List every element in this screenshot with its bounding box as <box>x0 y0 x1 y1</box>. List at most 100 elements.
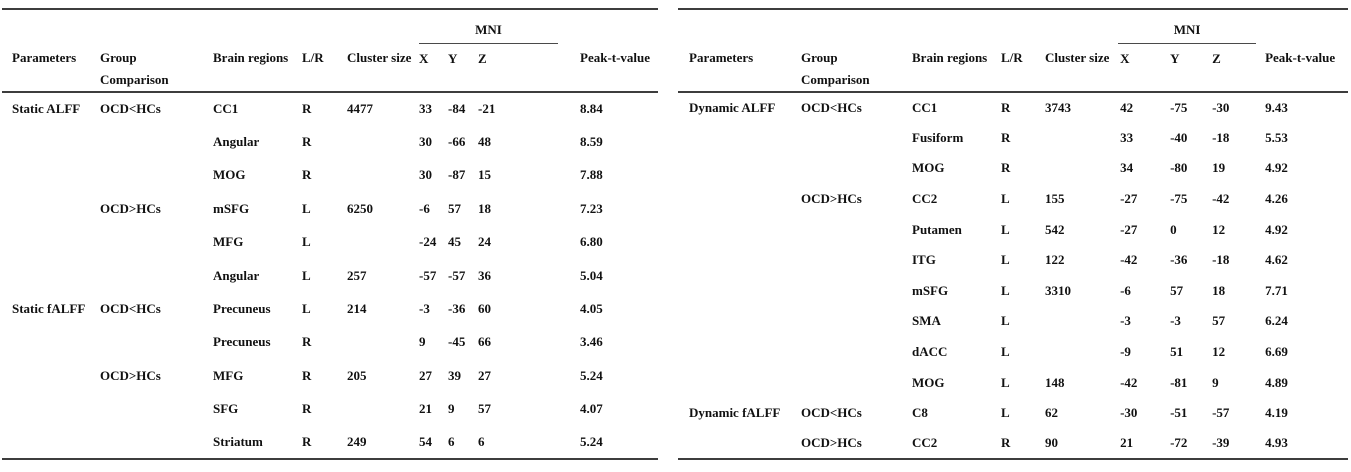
cell-lr: R <box>1001 99 1011 115</box>
cell-mni-x: -24 <box>419 234 437 250</box>
table-row: MOG R 30 -87 15 7.88 <box>2 159 658 192</box>
cell-mni-z: 18 <box>478 200 491 216</box>
cell-mni-y: -66 <box>448 134 466 150</box>
cell-cluster-size: 542 <box>1045 221 1065 237</box>
table-row: OCD>HCs mSFG L 6250 -6 57 18 7.23 <box>2 192 658 225</box>
cell-mni-y: 6 <box>448 434 455 450</box>
cell-mni-y: -3 <box>1170 313 1181 329</box>
cell-parameters <box>678 214 801 245</box>
table-row: SMA L -3 -3 57 6.24 <box>678 306 1348 337</box>
static-table-body: Static ALFF OCD<HCs CC1 R 4477 33 -84 -21 8.84 An… <box>2 92 658 459</box>
cell-parameters <box>678 337 801 368</box>
col-header-brain-regions: Brain regions <box>213 43 302 93</box>
cell-mni-x: -3 <box>1120 313 1131 329</box>
table-row: ITG L 122 -42 -36 -18 4.62 <box>678 245 1348 276</box>
cell-brain-region: Precuneus <box>213 334 271 350</box>
cell-lr: L <box>302 234 311 250</box>
cell-mni-z: 36 <box>478 267 491 283</box>
cell-group-comparison <box>801 245 912 276</box>
cell-cluster-size: 4477 <box>347 101 373 117</box>
cell-mni-z: 19 <box>1212 160 1226 176</box>
cell-mni-z: 12 <box>1212 344 1226 360</box>
cell-cluster-size: 148 <box>1045 374 1065 390</box>
cell-mni-z: -21 <box>478 101 496 117</box>
cell-lr: R <box>302 334 312 350</box>
cell-brain-region: mSFG <box>912 282 949 298</box>
cell-peak-t-value: 5.53 <box>1265 129 1288 145</box>
cell-mni-x: 33 <box>419 101 432 117</box>
mni-spacer-right <box>1256 9 1348 43</box>
dynamic-table-body: Dynamic ALFF OCD<HCs CC1 R 3743 42 -75 -30 9.43 F… <box>678 92 1348 459</box>
cell-brain-region: MFG <box>213 367 244 383</box>
col-header-mni-x: X <box>419 43 448 93</box>
cell-lr: L <box>1001 252 1010 268</box>
cell-group-comparison <box>801 153 912 184</box>
lr-label: L/R <box>302 50 324 65</box>
cell-cluster-size <box>347 159 419 192</box>
cell-brain-region: CC1 <box>213 101 239 117</box>
cell-lr: R <box>302 434 312 450</box>
mni-span-row: MNI <box>2 9 658 44</box>
static-alff-falff-table: MNI Parameters Group Comparison Brain reg… <box>2 8 658 461</box>
cell-mni-x: 54 <box>419 434 432 450</box>
cell-cluster-size: 257 <box>347 267 367 283</box>
cell-cluster-size <box>1045 153 1118 184</box>
cell-cluster-size: 3310 <box>1045 282 1071 298</box>
col-header-group-comparison: Group Comparison <box>100 43 213 93</box>
cell-mni-y: -81 <box>1170 374 1188 390</box>
cell-mni-y: 39 <box>448 367 461 383</box>
cell-peak-t-value: 4.19 <box>1265 405 1288 421</box>
cell-group-comparison: OCD<HCs <box>801 99 862 115</box>
cell-group-comparison <box>801 276 912 307</box>
cell-brain-region: C8 <box>912 405 928 421</box>
table-row: Dynamic fALFF OCD<HCs C8 L 62 -30 -51 -57 4.19 <box>678 398 1348 429</box>
cell-group-comparison: OCD<HCs <box>100 301 161 317</box>
cell-mni-x: -57 <box>419 267 437 283</box>
cell-mni-y: 57 <box>1170 282 1184 298</box>
col-header-group-comparison: Group Comparison <box>801 43 912 93</box>
cell-group-comparison <box>100 426 213 459</box>
cell-parameters: Static ALFF <box>12 101 81 117</box>
cell-mni-y: -51 <box>1170 405 1188 421</box>
y-label: Y <box>1170 50 1180 66</box>
cell-mni-z: -39 <box>1212 435 1230 451</box>
cell-brain-region: CC2 <box>912 191 938 207</box>
table-row: dACC L -9 51 12 6.69 <box>678 337 1348 368</box>
table-row: OCD>HCs CC2 R 90 21 -72 -39 4.93 <box>678 429 1348 460</box>
cell-group-comparison: OCD>HCs <box>801 191 862 207</box>
cell-parameters <box>678 245 801 276</box>
cell-cluster-size <box>1045 123 1118 154</box>
table-row: Angular L 257 -57 -57 36 5.04 <box>2 259 658 292</box>
cell-mni-y: 57 <box>448 200 461 216</box>
cell-lr: R <box>302 134 312 150</box>
col-header-parameters: Parameters <box>678 43 801 93</box>
cell-parameters: Dynamic ALFF <box>689 99 776 115</box>
peak-t-value-label: Peak-t-value <box>580 50 651 65</box>
cell-peak-t-value: 4.26 <box>1265 191 1288 207</box>
cell-lr: R <box>302 401 312 417</box>
cell-peak-t-value: 6.80 <box>580 234 603 250</box>
cell-peak-t-value: 4.89 <box>1265 374 1288 390</box>
cell-cluster-size: 6250 <box>347 200 373 216</box>
cell-mni-x: 9 <box>419 334 426 350</box>
cell-parameters <box>678 306 801 337</box>
cell-brain-region: MOG <box>213 167 246 183</box>
cell-lr: L <box>1001 313 1010 329</box>
col-header-lr: L/R <box>302 43 347 93</box>
cell-peak-t-value: 5.04 <box>580 267 603 283</box>
cell-peak-t-value: 4.92 <box>1265 221 1288 237</box>
cell-lr: R <box>1001 129 1011 145</box>
cell-mni-z: 27 <box>478 367 491 383</box>
cell-lr: R <box>302 101 312 117</box>
cell-mni-z: -18 <box>1212 129 1230 145</box>
cell-mni-z: -42 <box>1212 191 1230 207</box>
cell-lr: R <box>1001 435 1011 451</box>
table-row: MOG R 34 -80 19 4.92 <box>678 153 1348 184</box>
y-label: Y <box>448 50 458 66</box>
mni-spacer-right <box>558 9 658 43</box>
cell-peak-t-value: 6.24 <box>1265 313 1288 329</box>
cell-parameters <box>678 276 801 307</box>
cell-mni-x: 42 <box>1120 99 1134 115</box>
cell-lr: R <box>302 167 312 183</box>
